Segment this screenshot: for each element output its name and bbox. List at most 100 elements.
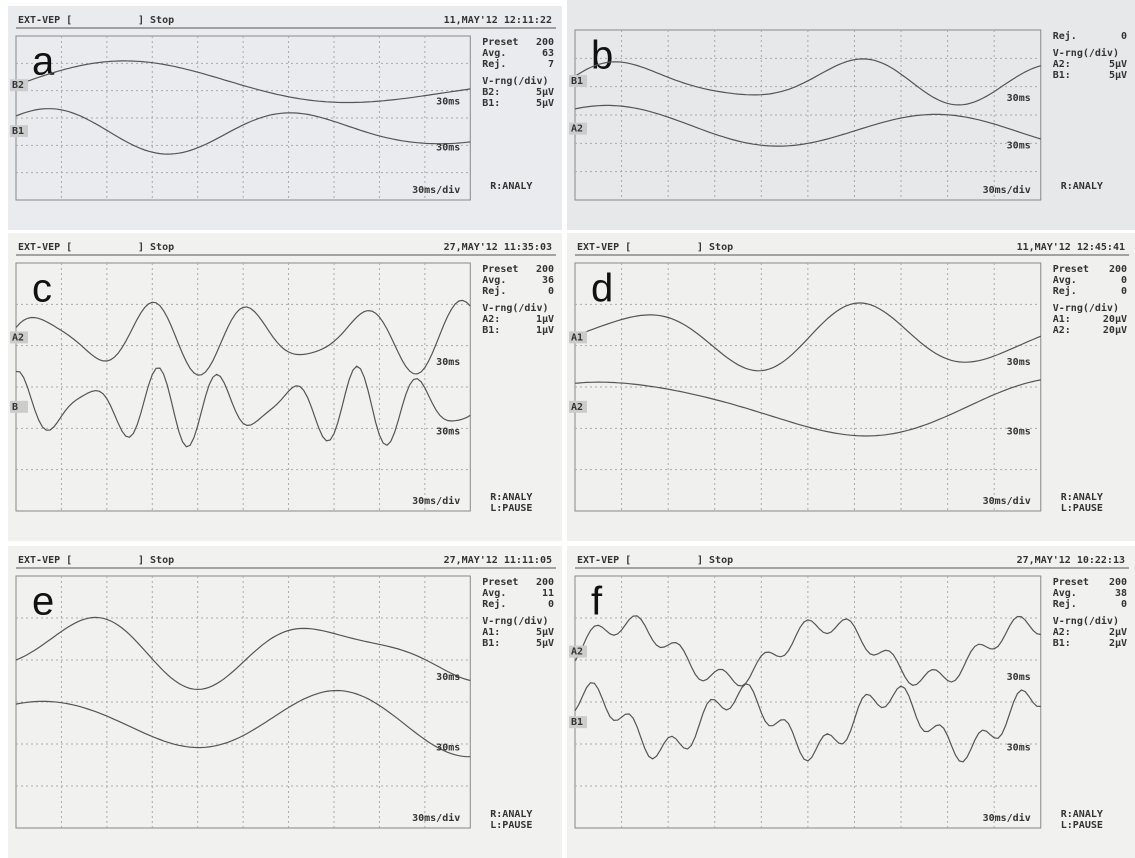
channel-tag-bg [569,400,587,413]
channel-key: B1: [1053,70,1071,81]
channel-tag: B1 [571,717,583,728]
channel-tag: A1 [571,332,583,343]
trace-time: 30ms [436,427,460,438]
key-hint: R:ANALY [490,809,532,820]
panel: EXT-VEP [] Stop 27,MAY'12 10:22:13 f Preset… [567,546,1135,858]
waveform [15,365,471,448]
waveform [15,689,471,758]
waveform [574,302,1042,372]
panel: EXT-VEP [] Stop 27,MAY'12 11:11:05 e Preset… [8,546,562,858]
info-key: Preset [482,37,518,48]
channel-value: 2µV [1109,627,1127,638]
channel-key: B1: [1053,638,1071,649]
panel: b Rej. 0V-rng(/div)A2: 5µV B1: 5µV B1 30ms A2 30m… [567,0,1135,230]
info-value: 7 [548,59,554,70]
info-key: Avg. [1053,588,1077,599]
panel-background [8,233,562,541]
trace-time: 30ms [1007,141,1031,152]
info-key: Rej. [1053,285,1077,297]
info-value: 11 [542,588,554,599]
trace-time: 30ms [436,97,460,108]
key-hint: R:ANALY [490,181,532,192]
header-status: ] Stop [138,555,174,566]
channel-value: 5µV [1109,59,1127,70]
channel-value: 5µV [536,87,554,98]
time-scale: 30ms/div [983,495,1031,507]
key-hint: L:PAUSE [1061,503,1103,514]
panel-letter: a [32,40,55,84]
info-key: Preset [482,264,518,275]
channel-key: A2: [1053,59,1071,70]
channel-tag-bg [10,79,28,92]
channel-tag-bg [569,75,587,87]
info-value: 38 [1115,588,1127,599]
waveform [15,299,471,376]
trace-time: 30ms [1007,672,1031,683]
vrange-title: V-rng(/div) [482,302,548,314]
info-value: 200 [1109,264,1127,275]
info-value: 0 [548,599,554,610]
channel-tag: B2 [12,80,24,91]
trace-time: 30ms [1007,357,1031,368]
panel-letter: f [591,580,603,624]
info-key: Avg. [482,588,506,599]
trace-time: 30ms [436,672,460,683]
channel-value: 5µV [536,98,554,109]
panel: EXT-VEP [] Stop 27,MAY'12 11:35:03 c Preset… [8,233,562,541]
channel-value: 1µV [536,325,554,336]
channel-tag: B1 [571,76,583,87]
vrange-title: V-rng(/div) [482,615,548,627]
waveform [15,60,471,104]
channel-tag-bg [569,122,587,135]
info-value: 200 [1109,577,1127,588]
key-hint: L:PAUSE [1061,820,1103,831]
channel-key: B2: [482,87,500,98]
channel-key: B1: [482,638,500,649]
key-hint: L:PAUSE [490,820,532,831]
channel-value: 1µV [536,314,554,325]
time-scale: 30ms/div [412,812,460,824]
vrange-title: V-rng(/div) [1053,302,1119,314]
info-key: Rej. [1053,30,1077,42]
trace-time: 30ms [1007,427,1031,438]
key-hint: R:ANALY [1061,492,1103,503]
panel: EXT-VEP [] Stop 11,MAY'12 12:11:22 a Preset… [8,6,562,230]
info-key: Preset [1053,264,1089,275]
channel-tag-bg [569,645,587,658]
channel-key: A2: [1053,627,1071,638]
channel-tag: B [12,402,18,413]
header-date: 27,MAY'12 11:11:05 [444,555,552,566]
channel-tag-bg [10,331,28,344]
info-key: Preset [482,577,518,588]
key-hint: L:PAUSE [490,503,532,514]
time-scale: 30ms/div [412,184,460,196]
panel-letter: c [32,267,52,311]
waveform [574,379,1041,437]
info-value: 36 [542,275,554,286]
header-date: 11,MAY'12 12:45:41 [1017,242,1125,253]
info-value: 0 [1121,286,1127,297]
info-value: 200 [536,577,554,588]
header-status: ] Stop [697,555,733,566]
trace-time: 30ms [436,357,460,368]
panel-letter: b [591,34,613,78]
waveform [574,104,1041,147]
channel-tag: A2 [571,647,583,658]
channel-tag: A2 [571,124,583,135]
waveform [15,616,471,691]
info-key: Rej. [1053,598,1077,610]
info-value: 0 [1121,599,1127,610]
key-hint: R:ANALY [1061,181,1103,192]
channel-key: A1: [1053,314,1071,325]
header-date: 27,MAY'12 11:35:03 [444,242,552,253]
key-hint: R:ANALY [490,492,532,503]
time-scale: 30ms/div [412,495,460,507]
channel-tag: A2 [571,402,583,413]
header-date: 11,MAY'12 12:11:22 [444,15,552,26]
info-key: Rej. [482,598,506,610]
header-mode: EXT-VEP [ [18,15,72,26]
header-mode: EXT-VEP [ [577,242,631,253]
panel-background [8,546,562,858]
header-date: 27,MAY'12 10:22:13 [1017,555,1125,566]
info-value: 200 [536,264,554,275]
